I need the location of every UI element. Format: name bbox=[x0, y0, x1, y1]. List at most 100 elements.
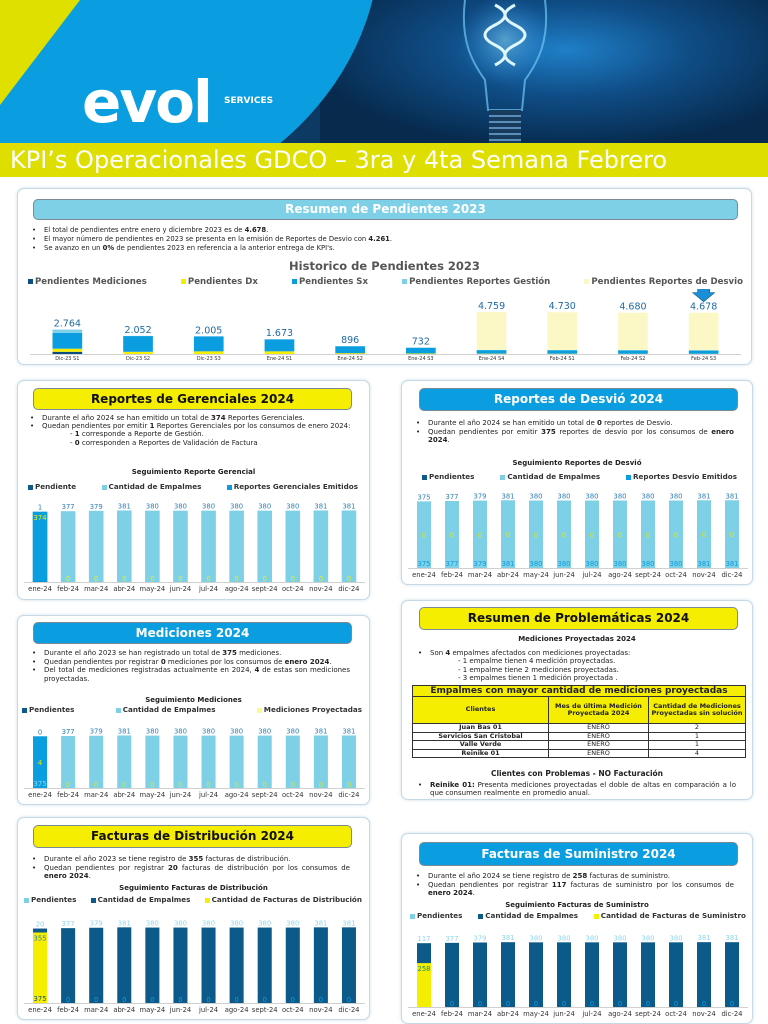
bar-segment bbox=[123, 336, 153, 352]
category-label: abr-24 bbox=[113, 585, 135, 593]
bullet-text: enero 2024 bbox=[284, 657, 330, 666]
bullet-text: 4.678 bbox=[244, 226, 267, 234]
bullet-item: Durante el año 2024 se tiene registro de… bbox=[414, 872, 734, 881]
chart-title: Seguimiento Facturas de Suministro bbox=[505, 901, 649, 909]
bullet-text: 375 bbox=[222, 649, 237, 657]
problematicas-panel: Resumen de Problemáticas 2024 Mediciones… bbox=[401, 600, 753, 800]
data-label: 381 bbox=[698, 934, 711, 942]
data-label: 0 bbox=[206, 781, 210, 789]
bullet-list: Durante el año 2023 se han registrado un… bbox=[30, 649, 350, 683]
legend-swatch bbox=[24, 897, 29, 903]
legend-item: Pendientes Dx bbox=[180, 277, 258, 287]
category-label: ene-24 bbox=[412, 571, 436, 579]
bar-segment bbox=[547, 350, 578, 354]
data-label: 380 bbox=[174, 503, 187, 511]
bullet-text: corresponden a Reportes de Validación de… bbox=[79, 438, 258, 447]
category-label: Ene-24 S1 bbox=[267, 356, 293, 362]
bullet-item: - 1 corresponde a Reporte de Gestión. bbox=[28, 430, 358, 438]
bullet-text: Durante el año 2024 se tiene registro de bbox=[428, 872, 573, 880]
bar-segment bbox=[257, 735, 272, 788]
category-label: Feb-24 S3 bbox=[691, 356, 716, 362]
data-label: 0 bbox=[450, 1000, 454, 1008]
category-label: abr-24 bbox=[113, 791, 135, 799]
subtitle: Clientes con Problemas - NO Facturación bbox=[490, 769, 664, 778]
legend-item: Cantidad de Empalmes bbox=[478, 911, 578, 920]
bar-segment bbox=[641, 500, 655, 568]
data-label: 0 bbox=[291, 781, 295, 789]
category-label: mar-24 bbox=[84, 1006, 108, 1014]
category-label: jun-24 bbox=[169, 1006, 192, 1014]
total-label: 4.678 bbox=[690, 302, 717, 313]
bar-segment bbox=[618, 350, 648, 354]
category-label: feb-24 bbox=[57, 585, 79, 593]
legend-label: Pendientes bbox=[417, 911, 463, 920]
bullet-text: 117 bbox=[551, 880, 567, 889]
data-label: 0 bbox=[478, 531, 482, 539]
bar-segment bbox=[229, 510, 244, 582]
data-label: 0 bbox=[319, 575, 323, 583]
bullet-text: Son bbox=[430, 649, 446, 657]
data-label: 381 bbox=[726, 560, 739, 568]
section-header: Reportes de Gerenciales 2024 bbox=[33, 388, 352, 410]
data-label: 380 bbox=[146, 728, 159, 736]
legend-label: Pendiente bbox=[35, 482, 77, 491]
category-label: ago-24 bbox=[608, 1010, 632, 1018]
bullet-text: mediciones. bbox=[236, 649, 282, 657]
chart-legend: Pendientes Cantidad de Empalmes Cantidad d… bbox=[24, 895, 362, 904]
data-label: 0 bbox=[618, 531, 622, 539]
bullet-text: Quedan pendientes por registrar bbox=[44, 657, 161, 666]
data-label: 0 bbox=[450, 532, 454, 540]
bar-segment bbox=[193, 351, 224, 354]
data-label: 380 bbox=[586, 560, 599, 568]
data-label: 380 bbox=[202, 920, 215, 928]
bar-segment bbox=[116, 510, 132, 582]
bullet-text: facturas de suministro por los consumos … bbox=[566, 880, 734, 889]
bullet-item: Quedan pendientes por emitir 375 reporte… bbox=[414, 428, 734, 445]
bar-segment bbox=[257, 510, 273, 582]
bullet-text: Quedan pendientes por registrar bbox=[44, 863, 169, 872]
bullet-text: Durante el año 2024 se han emitido un to… bbox=[428, 419, 598, 427]
category-label: ene-24 bbox=[28, 585, 52, 593]
data-label: 0 bbox=[291, 996, 295, 1004]
data-label: 380 bbox=[670, 934, 683, 942]
category-label: dic-24 bbox=[721, 571, 742, 579]
bullet-item: Quedan pendientes por registrar 117 fact… bbox=[414, 881, 734, 898]
data-label: 381 bbox=[314, 502, 327, 510]
bullet-text: 20 bbox=[168, 863, 178, 872]
category-label: ago-24 bbox=[225, 791, 249, 799]
category-label: jul-24 bbox=[581, 571, 601, 579]
bar-segment bbox=[547, 312, 578, 351]
legend-item: Pendientes Mediciones bbox=[28, 277, 147, 287]
category-label: oct-24 bbox=[282, 1006, 304, 1014]
category-label: may-24 bbox=[139, 585, 165, 593]
legend-swatch bbox=[402, 279, 408, 284]
bar-segment bbox=[264, 339, 295, 352]
bar-segment bbox=[341, 735, 356, 788]
legend-item: Pendientes Sx bbox=[291, 277, 368, 287]
bullet-text: - bbox=[70, 430, 75, 439]
legend-swatch bbox=[256, 707, 262, 713]
cell: ENERO bbox=[548, 748, 649, 758]
bullet-text: 0 bbox=[74, 438, 80, 447]
data-label: 380 bbox=[230, 920, 243, 928]
legend-label: Pendientes Mediciones bbox=[35, 277, 147, 287]
bar-segment bbox=[201, 735, 216, 788]
chart-title: Seguimiento Reporte Gerencial bbox=[131, 468, 256, 476]
data-label: 0 bbox=[422, 532, 426, 540]
data-label: 380 bbox=[530, 560, 543, 568]
data-label: 0 bbox=[478, 1000, 482, 1008]
data-label: 380 bbox=[614, 934, 627, 942]
bar-segment bbox=[89, 735, 104, 788]
data-label: 0 bbox=[66, 996, 70, 1004]
legend-swatch bbox=[291, 279, 297, 284]
bullet-text: Presenta mediciones proyectadas el doble… bbox=[430, 781, 736, 798]
bar-segment bbox=[697, 500, 711, 568]
bar-segment bbox=[61, 928, 76, 1003]
legend-label: Pendientes Reportes Gestión bbox=[409, 277, 551, 287]
data-label: 381 bbox=[502, 934, 515, 942]
category-label: sept-24 bbox=[635, 1010, 661, 1018]
data-label: 0 bbox=[94, 996, 98, 1004]
legend-item: Pendientes bbox=[22, 705, 74, 714]
column-header: Cantidad de Mediciones Proyectadas sin s… bbox=[648, 696, 746, 724]
data-label: 0 bbox=[347, 781, 351, 789]
